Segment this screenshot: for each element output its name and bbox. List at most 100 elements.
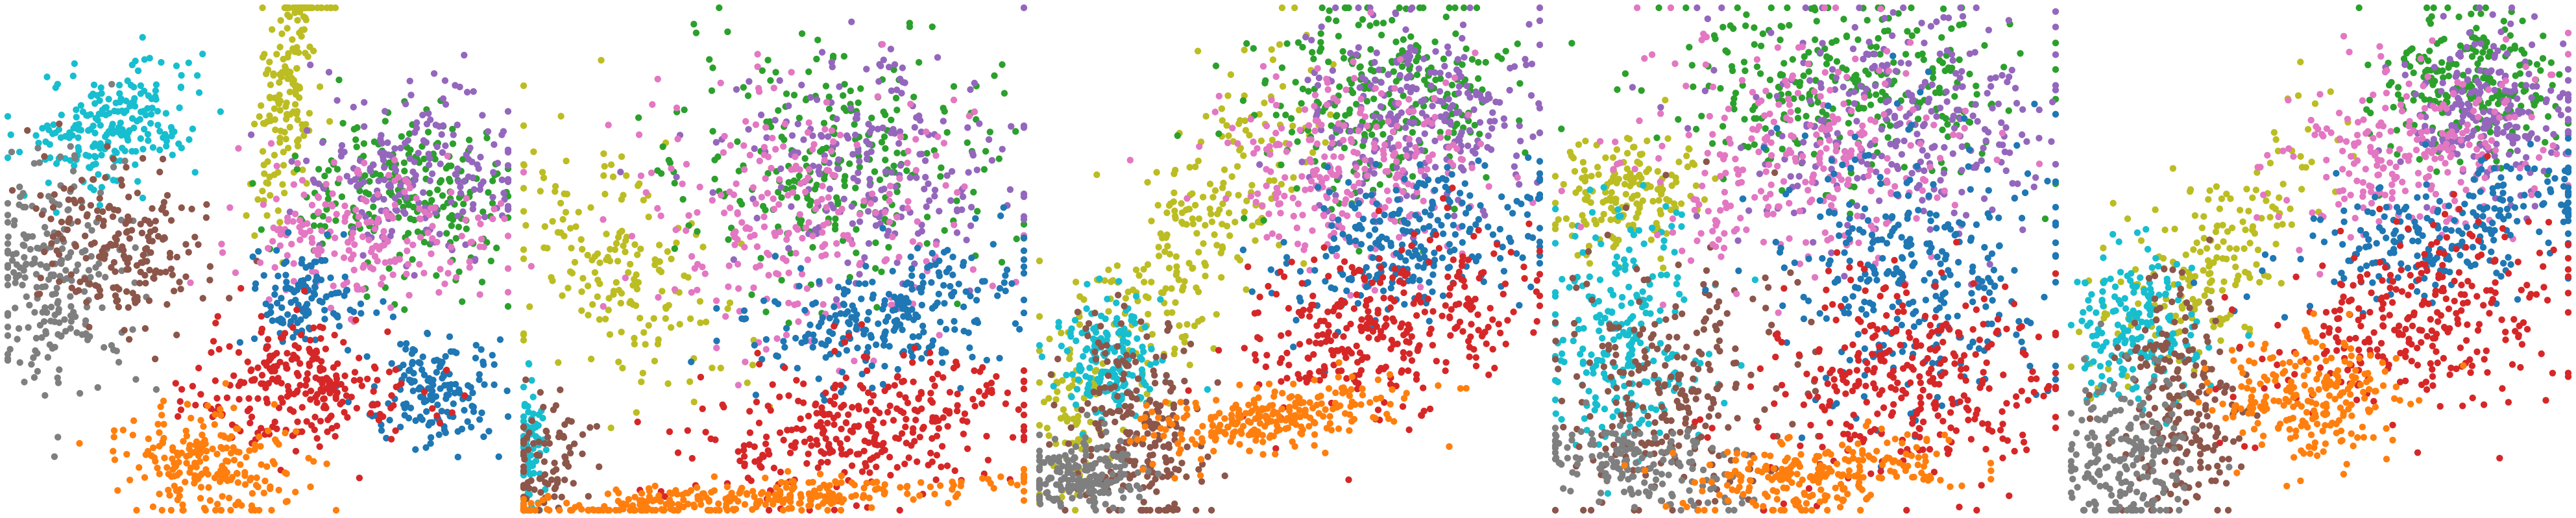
scatter-point	[967, 86, 974, 93]
scatter-point	[906, 174, 914, 181]
scatter-point	[1075, 413, 1082, 420]
scatter-point	[818, 195, 825, 203]
scatter-point	[655, 293, 662, 301]
scatter-point	[429, 223, 436, 230]
scatter-point	[300, 13, 308, 20]
scatter-point	[878, 268, 885, 275]
scatter-point	[433, 412, 441, 419]
scatter-point	[101, 251, 109, 258]
scatter-point	[822, 354, 829, 361]
scatter-point	[273, 247, 280, 254]
scatter-point	[1167, 456, 1174, 464]
scatter-point	[298, 404, 306, 411]
scatter-point	[899, 64, 906, 71]
scatter-point	[886, 218, 893, 226]
scatter-point	[302, 264, 310, 271]
scatter-point	[77, 127, 85, 134]
scatter-point	[520, 255, 528, 262]
scatter-point	[795, 318, 802, 325]
scatter-point	[1016, 326, 1023, 333]
scatter-point	[1225, 132, 1232, 140]
scatter-point	[244, 358, 251, 365]
scatter-point	[339, 119, 346, 127]
scatter-point	[272, 284, 279, 291]
scatter-point	[123, 97, 130, 105]
scatter-point	[186, 136, 193, 143]
scatter-point	[824, 458, 831, 466]
scatter-point	[67, 317, 75, 325]
scatter-point	[280, 162, 287, 169]
scatter-point	[520, 423, 528, 430]
scatter-point	[267, 354, 274, 362]
scatter-point	[1020, 309, 1028, 317]
scatter-point	[449, 140, 457, 147]
scatter-point	[983, 356, 991, 364]
scatter-point	[748, 291, 755, 299]
cluster-c4	[247, 51, 512, 279]
scatter-point	[439, 192, 446, 199]
scatter-point	[969, 353, 976, 361]
scatter-point	[271, 291, 278, 298]
scatter-point	[266, 58, 273, 66]
scatter-point	[380, 164, 388, 171]
scatter-point	[1071, 506, 1079, 514]
scatter-point	[724, 28, 731, 36]
scatter-point	[105, 204, 112, 212]
scatter-point	[491, 205, 498, 213]
scatter-point	[551, 460, 558, 467]
scatter-point	[483, 134, 491, 142]
scatter-point	[893, 149, 901, 156]
scatter-point	[631, 340, 638, 348]
scatter-point	[367, 218, 374, 225]
scatter-point	[259, 4, 266, 12]
scatter-point	[91, 129, 99, 137]
scatter-point	[530, 148, 537, 155]
scatter-point	[651, 358, 659, 365]
scatter-point	[878, 186, 885, 193]
scatter-point	[463, 151, 470, 158]
scatter-point	[373, 309, 380, 316]
scatter-point	[363, 353, 371, 360]
scatter-point	[97, 189, 104, 197]
scatter-point	[1126, 429, 1134, 436]
scatter-point	[273, 362, 280, 370]
scatter-point	[834, 412, 842, 419]
scatter-point	[772, 117, 779, 124]
scatter-point	[968, 254, 975, 262]
scatter-point	[430, 150, 437, 158]
scatter-point	[756, 360, 763, 368]
scatter-point	[855, 406, 863, 413]
scatter-point	[411, 272, 418, 279]
scatter-point	[95, 171, 102, 178]
scatter-point	[475, 165, 482, 172]
scatter-point	[829, 330, 836, 338]
scatter-point	[657, 212, 664, 219]
scatter-point	[559, 216, 566, 223]
scatter-point	[884, 408, 892, 416]
scatter-point	[635, 114, 642, 121]
scatter-point	[361, 123, 368, 130]
scatter-point	[310, 324, 317, 332]
scatter-point	[823, 167, 831, 174]
scatter-point	[296, 217, 304, 224]
scatter-point	[690, 21, 698, 28]
scatter-point	[1141, 278, 1148, 286]
scatter-point	[412, 171, 419, 179]
scatter-point	[1001, 90, 1008, 97]
scatter-point	[805, 166, 813, 173]
scatter-point	[709, 128, 716, 135]
scatter-point	[355, 213, 363, 221]
scatter-point	[128, 61, 136, 69]
scatter-point	[243, 454, 250, 461]
scatter-point	[1145, 310, 1152, 318]
scatter-point	[1129, 372, 1136, 379]
scatter-point	[969, 266, 977, 273]
scatter-point	[953, 229, 961, 236]
scatter-point	[725, 262, 733, 269]
scatter-point	[860, 330, 868, 338]
scatter-point	[984, 388, 991, 395]
scatter-point	[1270, 177, 1278, 184]
scatter-point	[699, 243, 707, 251]
scatter-point	[284, 311, 291, 318]
scatter-point	[648, 169, 655, 177]
